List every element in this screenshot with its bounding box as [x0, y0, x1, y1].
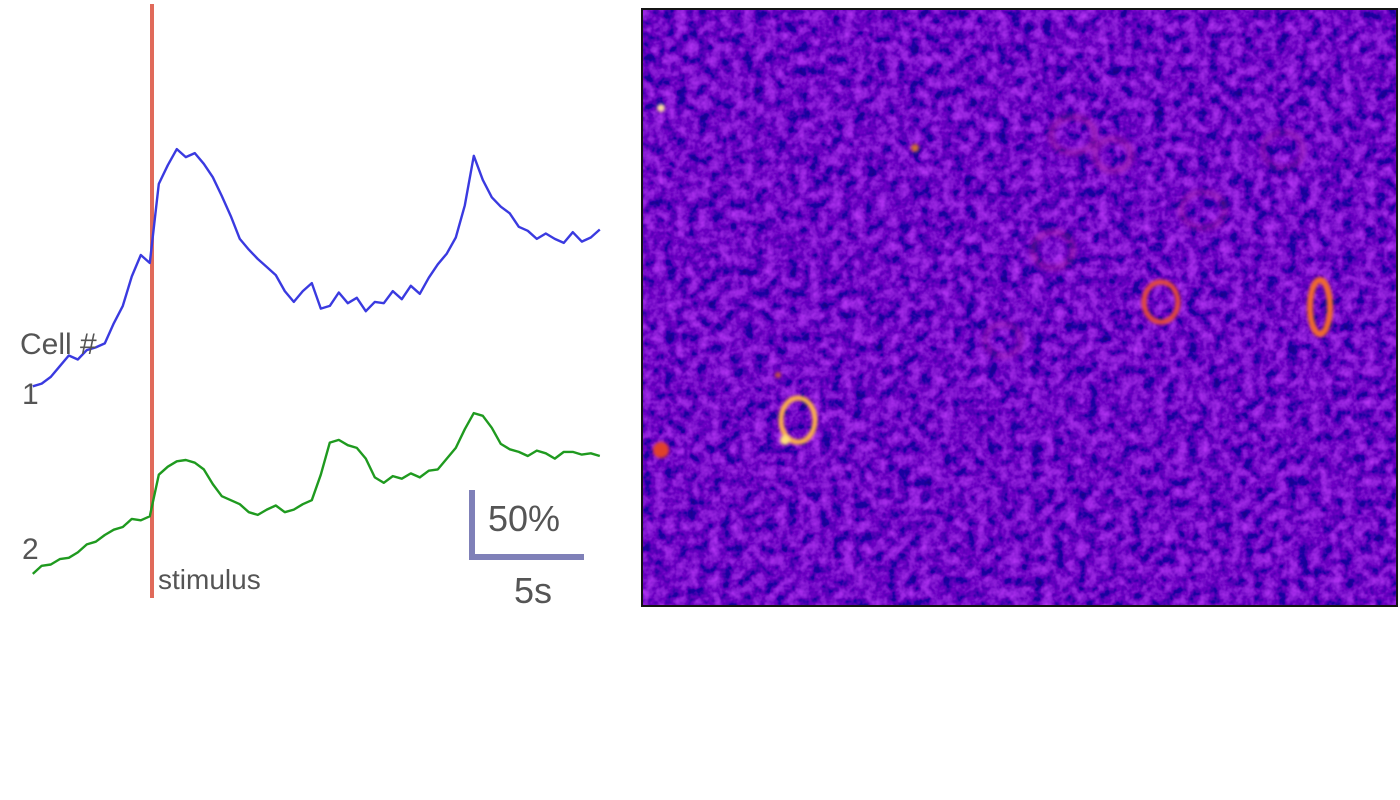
- cell-number-header: Cell #: [20, 328, 97, 361]
- active-cell-2: [1141, 279, 1181, 325]
- cell-1-label: 1: [22, 378, 39, 411]
- cell-1-trace: [32, 147, 601, 388]
- calcium-trace-chart: [31, 4, 601, 598]
- cell-2-label: 2: [22, 533, 39, 566]
- calcium-imaging-micrograph: [641, 8, 1398, 607]
- micrograph-background: [643, 10, 1396, 605]
- scale-bar-x-label: 5s: [514, 570, 553, 611]
- active-cell-1: [778, 395, 818, 445]
- cell-2-trace: [31, 411, 601, 575]
- scale-bar: [469, 490, 584, 560]
- active-cell-3: [1307, 277, 1333, 337]
- stimulus-label: stimulus: [158, 564, 261, 595]
- scale-bar-y-label: 50%: [488, 498, 561, 539]
